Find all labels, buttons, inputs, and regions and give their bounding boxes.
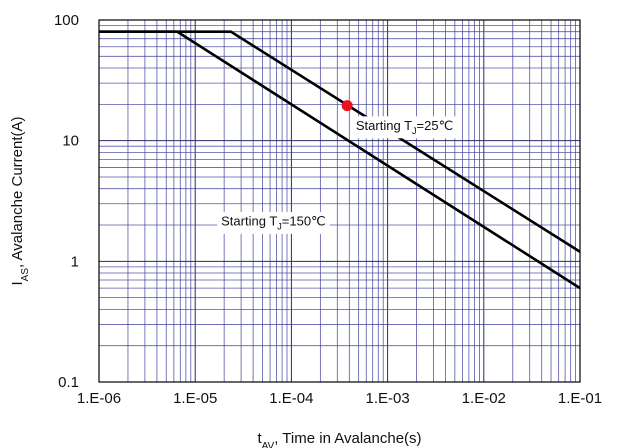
x-tick-label: 1.E-05: [173, 390, 217, 407]
x-tick-label: 1.E-06: [77, 390, 121, 407]
y-tick-label: 0.1: [58, 374, 79, 391]
grid: [98, 20, 580, 383]
x-tick-label: 1.E-01: [558, 390, 602, 407]
marker-group: [341, 100, 353, 112]
series-line-tj-25c: [99, 30, 581, 253]
annotation-text: Starting TJ=150℃: [221, 214, 326, 232]
series-group: [99, 30, 581, 290]
x-tick-label: 1.E-03: [365, 390, 409, 407]
annotation-background: [351, 116, 458, 139]
plot-frame: [98, 19, 581, 383]
annotations: Starting TJ=25℃ Starting TJ=150℃: [217, 116, 458, 234]
x-tick-label: 1.E-04: [269, 390, 313, 407]
annotation-tj-150c: Starting TJ=150℃: [217, 211, 330, 234]
y-axis-label: IAS, Avalanche Current(A): [9, 117, 31, 286]
series-line-tj-150c: [99, 30, 581, 290]
y-tick-label: 10: [62, 133, 79, 150]
x-axis-label: tAV, Time in Avalanche(s): [257, 430, 421, 448]
y-tick-label: 100: [54, 12, 79, 29]
red-marker-point: [341, 100, 353, 112]
y-tick-label: 1: [71, 253, 79, 270]
annotation-background: [217, 211, 330, 234]
annotation-text: Starting TJ=25℃: [356, 118, 453, 136]
annotation-tj-25c: Starting TJ=25℃: [351, 116, 458, 139]
x-tick-label: 1.E-02: [462, 390, 506, 407]
x-tick-labels: 1.E-06 1.E-05 1.E-04 1.E-03 1.E-02 1.E-01: [77, 390, 602, 407]
y-tick-labels: 100 10 1 0.1: [54, 12, 79, 391]
